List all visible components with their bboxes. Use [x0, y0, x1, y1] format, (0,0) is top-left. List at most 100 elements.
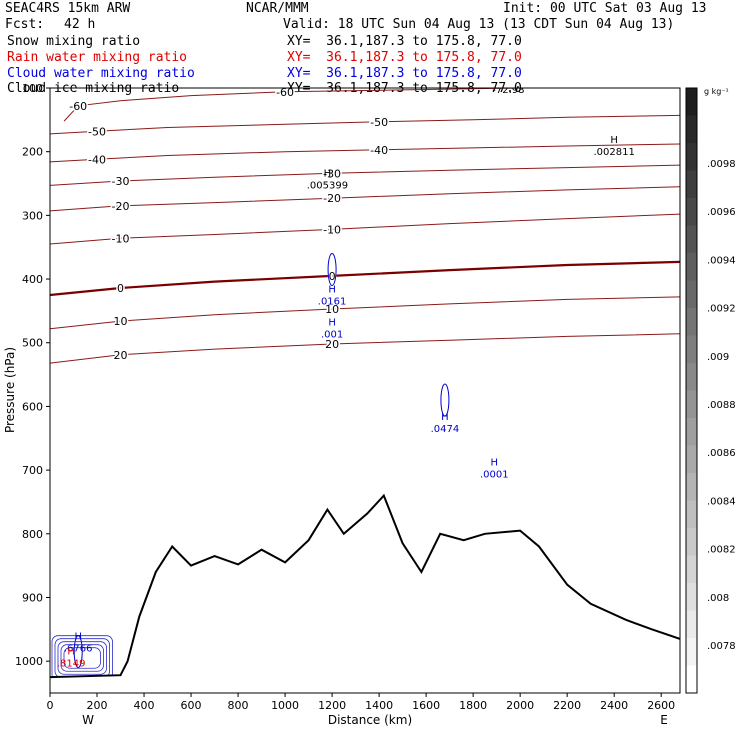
x-tick-label: 1600 [412, 699, 440, 712]
terrain-line [50, 493, 680, 679]
axis-layer: 0 200 400 600 800 1000 1200 1400 1600 1800 2000 220… [15, 82, 675, 712]
contour-label: 0 [329, 270, 336, 283]
y-tick-label: 300 [22, 209, 43, 222]
colorbar-swatch [686, 390, 697, 419]
colorbar-swatch [686, 308, 697, 336]
colorbar-tick-label: .008 [707, 593, 729, 604]
top-contour-label: -75.88 [603, 80, 635, 91]
colorbar-swatch [686, 610, 697, 639]
temperature-contour-0 [50, 260, 680, 297]
colorbar-swatch [686, 170, 697, 199]
contour-label: -60 [69, 100, 87, 113]
y-tick-label: 400 [22, 273, 43, 286]
max-marker: H [324, 169, 332, 180]
east-end-label: E [660, 713, 668, 727]
colorbar-swatch [686, 280, 697, 309]
y-tick-label: 500 [22, 337, 43, 350]
x-tick-label: 800 [228, 699, 249, 712]
max-marker: H [328, 318, 336, 329]
contour-label: -10 [323, 223, 341, 236]
max-value-label: .002811 [593, 147, 634, 158]
contour-label: -40 [88, 153, 106, 166]
max-value-label: .6766 [64, 644, 93, 655]
plot-layer: -60-60-50-50-40-40-30-30-20-20-10-100010… [50, 80, 680, 693]
contour-label: 10 [325, 303, 339, 316]
colorbar-tick-label: .0078 [707, 641, 736, 652]
top-contour-label: -72.98 [492, 85, 524, 96]
colorbar-swatch [686, 363, 697, 391]
max-value-label: .0161 [318, 297, 347, 308]
contour-label: -30 [112, 175, 130, 188]
max-value-label: .001 [321, 330, 343, 341]
cloud-water-contour [57, 641, 107, 675]
max-marker: H [441, 412, 449, 423]
max-value-label: .0001 [480, 470, 509, 481]
colorbar-tick-label: .0092 [707, 304, 736, 315]
temperature-contour-20 [50, 333, 680, 364]
field-name-snow: Snow mixing ratio [7, 34, 141, 49]
colorbar-unit: g kg⁻¹ [704, 87, 729, 96]
west-end-label: W [82, 713, 94, 727]
field-xy-snow: XY= 36.1,187.3 to 175.8, 77.0 [287, 34, 522, 49]
max-marker: H [491, 458, 499, 469]
contour-label: -50 [370, 116, 388, 129]
fcst-label: Fcst: [5, 17, 45, 32]
x-axis-label: Distance (km) [328, 713, 412, 727]
temperature-contour-10 [50, 296, 680, 330]
contour-label: -20 [323, 192, 341, 205]
x-tick-label: 1400 [365, 699, 393, 712]
x-tick-label: 400 [134, 699, 155, 712]
colorbar-tick-label: .0082 [707, 545, 736, 556]
plot-frame [49, 87, 681, 694]
field-xy-cloud-water: XY= 36.1,187.3 to 175.8, 77.0 [287, 66, 522, 81]
y-tick-label: 600 [22, 400, 43, 413]
x-tick-label: 2000 [506, 699, 534, 712]
y-tick-label: 900 [22, 591, 43, 604]
colorbar-swatch [686, 528, 697, 556]
x-tick-label: 2400 [600, 699, 628, 712]
field-name-cloud-water: Cloud water mixing ratio [7, 66, 195, 81]
colorbar-swatch [686, 418, 697, 446]
contour-label: -40 [370, 144, 388, 157]
x-tick-label: 1200 [318, 699, 346, 712]
x-tick-label: 1800 [459, 699, 487, 712]
cloud-water-contour [440, 383, 450, 417]
colorbar-swatch [686, 500, 697, 529]
colorbar-swatch [686, 638, 697, 666]
colorbar-swatch [686, 445, 697, 474]
colorbar-swatch [686, 88, 697, 116]
top-contour-label: -76.16 [544, 80, 576, 91]
org-label: NCAR/MMM [246, 1, 309, 16]
colorbar-swatch [686, 143, 697, 171]
colorbar-swatch [686, 473, 697, 501]
contour-label: -60 [276, 86, 294, 99]
temperature-contour-minus-40 [50, 143, 680, 163]
valid-time: Valid: 18 UTC Sun 04 Aug 13 (13 CDT Sun … [283, 17, 675, 32]
cloud-water-contour [327, 253, 337, 286]
contour-group: -60-60-50-50-40-40-30-30-20-20-10-100010… [50, 80, 680, 693]
terrain-fill [50, 495, 680, 693]
cloud-water-contour [60, 644, 104, 672]
colorbar-swatch [686, 225, 697, 254]
contour-label: -50 [88, 125, 106, 138]
temperature-contour-minus-10 [50, 213, 680, 245]
contour-label: -20 [112, 200, 130, 213]
contour-label: 10 [114, 315, 128, 328]
temperature-contour-minus-20 [50, 186, 680, 212]
y-axis-label: Pressure (hPa) [3, 347, 17, 433]
field-name-rain: Rain water mixing ratio [7, 50, 188, 65]
x-tick-label: 2600 [647, 699, 675, 712]
colorbar-tick-label: .0096 [707, 207, 736, 218]
colorbar-tick-label: .0094 [707, 255, 736, 266]
contour-label: -30 [323, 167, 341, 180]
y-tick-label: 700 [22, 464, 43, 477]
colorbar-tick-label: .0084 [707, 496, 736, 507]
colorbar-swatch [686, 115, 697, 144]
model-title: SEAC4RS 15km ARW [5, 1, 131, 16]
max-value-label: .005399 [307, 181, 348, 192]
colorbar-tick-label: .009 [707, 352, 729, 363]
max-marker: H [610, 135, 618, 146]
colorbar-swatch [686, 198, 697, 226]
colorbar-frame [685, 87, 698, 694]
